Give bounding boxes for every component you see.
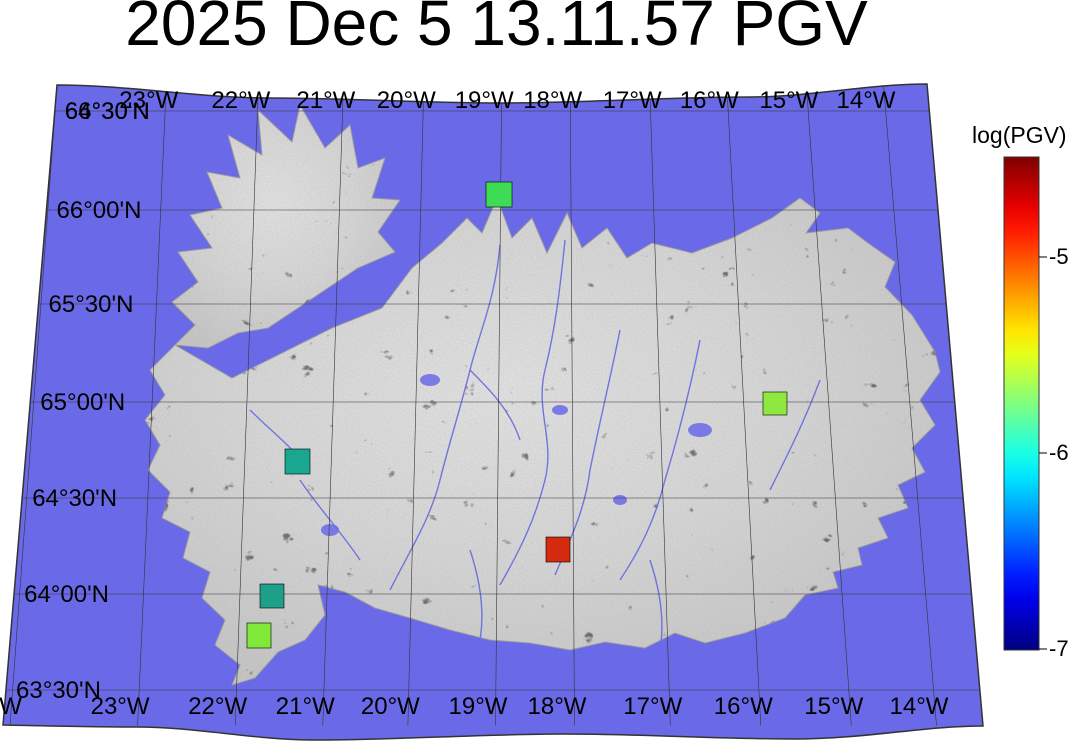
svg-text:-7: -7 bbox=[1049, 636, 1069, 661]
svg-text:21°W: 21°W bbox=[296, 87, 355, 114]
svg-text:63°30'N: 63°30'N bbox=[16, 677, 101, 704]
svg-text:66°00'N: 66°00'N bbox=[57, 197, 142, 224]
svg-text:65°00'N: 65°00'N bbox=[40, 389, 125, 416]
svg-text:17°W: 17°W bbox=[623, 693, 682, 720]
svg-text:log(PGV): log(PGV) bbox=[972, 122, 1067, 148]
svg-text:22°W: 22°W bbox=[188, 693, 247, 720]
svg-text:64°30'N: 64°30'N bbox=[32, 485, 117, 512]
svg-text:17°W: 17°W bbox=[603, 87, 662, 114]
svg-text:16°W: 16°W bbox=[714, 693, 773, 720]
svg-text:64°30'N: 64°30'N bbox=[65, 98, 150, 125]
svg-text:19°W: 19°W bbox=[449, 693, 508, 720]
svg-text:14°W: 14°W bbox=[890, 693, 949, 720]
svg-text:18°W: 18°W bbox=[523, 87, 582, 114]
svg-text:-6: -6 bbox=[1049, 440, 1069, 465]
svg-text:18°W: 18°W bbox=[528, 693, 587, 720]
svg-text:15°W: 15°W bbox=[804, 693, 863, 720]
svg-text:15°W: 15°W bbox=[759, 87, 818, 114]
svg-text:22°W: 22°W bbox=[211, 87, 270, 114]
svg-text:21°W: 21°W bbox=[276, 693, 335, 720]
svg-text:19°W: 19°W bbox=[455, 87, 514, 114]
svg-text:20°W: 20°W bbox=[361, 693, 420, 720]
svg-text:16°W: 16°W bbox=[680, 87, 739, 114]
svg-text:65°30'N: 65°30'N bbox=[49, 291, 134, 318]
svg-text:20°W: 20°W bbox=[377, 87, 436, 114]
svg-text:-5: -5 bbox=[1049, 244, 1069, 269]
svg-text:64°00'N: 64°00'N bbox=[24, 581, 109, 608]
svg-text:14°W: 14°W bbox=[837, 87, 896, 114]
